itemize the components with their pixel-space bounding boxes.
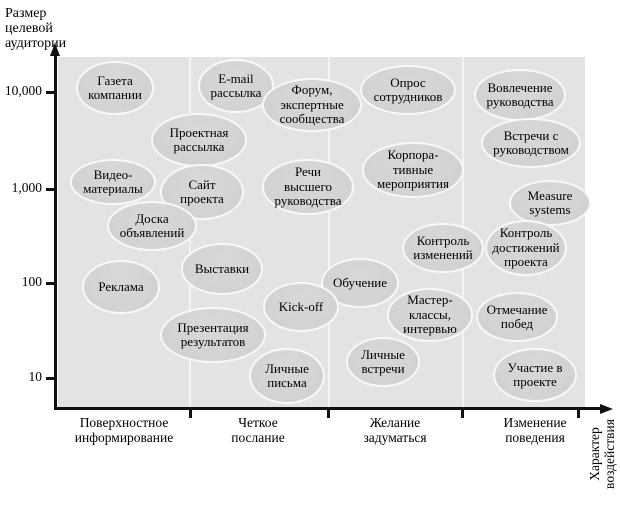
bubble-kontrol-dostizhenii-proekta: Контроль достижений проекта: [485, 220, 567, 276]
y-tick-label: 10,000: [4, 83, 42, 98]
bubble-kick-off: Kick-off: [263, 282, 339, 332]
bubble-measure-systems: Measure systems: [509, 180, 591, 226]
category-divider-line: [328, 57, 330, 407]
bubble-rechi-rukovodstva: Речи высшего руководства: [262, 159, 354, 215]
y-tick-mark: [46, 377, 55, 380]
bubble-lichnye-vstrechi: Личные встречи: [346, 337, 420, 387]
bubble-vovlechenie-rukovodstva: Вовлечение руководства: [474, 69, 566, 121]
y-tick-label: 100: [21, 274, 42, 289]
bubble-doska-obyavlenii: Доска объявлений: [107, 201, 197, 251]
y-axis-line: [54, 52, 57, 409]
bubble-korporativnye-meropriyatiya: Корпора- тивные мероприятия: [362, 142, 464, 198]
y-tick-mark: [46, 188, 55, 191]
y-tick-label: 1,000: [11, 180, 42, 195]
bubble-gazeta-kompanii: Газета компании: [76, 61, 154, 115]
bubble-forum-soobschestva: Форум, экспертные сообщества: [262, 78, 362, 132]
bubble-vstrechi-s-rukovodstvom: Встречи с руководством: [481, 118, 581, 168]
bubble-video-materialy: Видео- материалы: [70, 159, 156, 205]
bubble-uchastie-v-proekte: Участие в проекте: [493, 348, 577, 402]
y-axis-arrowhead-icon: [50, 43, 60, 56]
bubble-prezentatsiya-rezultatov: Презентация результатов: [160, 307, 266, 363]
x-tick-mark: [461, 407, 464, 418]
bubble-master-klassy-intervyu: Мастер- классы, интервью: [387, 288, 473, 342]
bubble-reklama: Реклама: [82, 260, 160, 314]
x-axis-arrowhead-icon: [600, 403, 613, 414]
bubble-opros-sotrudnikov: Опрос сотрудников: [360, 65, 456, 115]
x-tick-mark: [327, 407, 330, 418]
x-tick-mark: [189, 407, 192, 418]
bubble-kontrol-izmenenii: Контроль изменений: [402, 223, 484, 273]
x-category-label: Изменение поведения: [503, 415, 567, 445]
x-category-label: Желание задуматься: [363, 415, 427, 445]
x-axis-title: Характер воздействия: [587, 419, 617, 489]
y-tick-mark: [46, 282, 55, 285]
bubble-vystavki: Выставки: [181, 243, 263, 295]
x-tick-mark: [577, 407, 580, 418]
y-tick-label: 10: [28, 369, 43, 384]
x-category-label: Поверхностное информирование: [74, 415, 174, 445]
bubble-otmechanie-pobed: Отмечание побед: [476, 292, 558, 342]
bubble-proektnaya-rassylka: Проектная рассылка: [151, 113, 247, 167]
y-axis-title: Размер целевой аудитории: [5, 6, 67, 51]
bubble-lichnye-pisma: Личные письма: [249, 348, 325, 404]
x-category-label: Четкое послание: [231, 415, 285, 445]
y-tick-mark: [46, 91, 55, 94]
bubble-email-rassylka: E-mail рассылка: [198, 59, 274, 113]
